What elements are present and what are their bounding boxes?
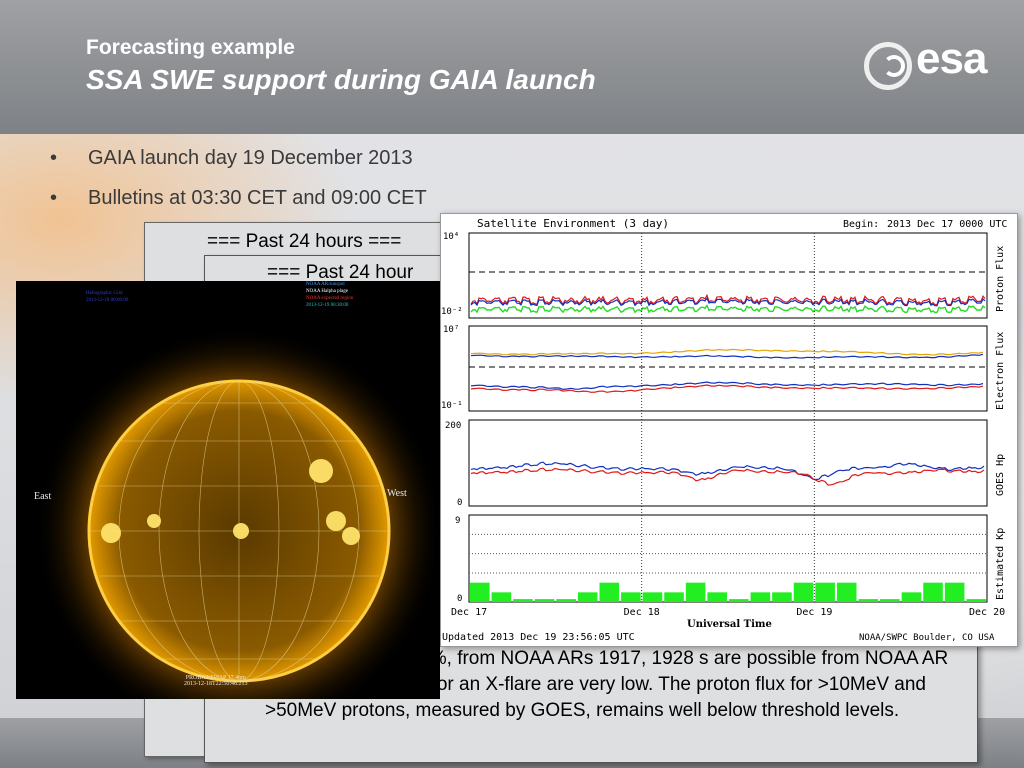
kp-bar — [923, 582, 943, 602]
sun-graphic — [34, 326, 440, 699]
legend-right-line: NOAA expected region — [306, 296, 354, 301]
esa-logo-text: esa — [916, 34, 987, 83]
slide-kicker: Forecasting example — [86, 36, 295, 59]
proton-series-blue — [470, 296, 986, 307]
plot-title: Satellite Environment (3 day) — [477, 217, 669, 230]
electron-series-blue-low — [470, 381, 984, 391]
electron-ymin: 10⁻¹ — [441, 401, 463, 411]
kp-bar — [707, 592, 727, 602]
esa-swirl-icon — [864, 42, 912, 90]
electron-series-blue-high — [470, 353, 984, 359]
x-ticks: Dec 17 Dec 18 Dec 19 Dec 20 — [451, 607, 1005, 618]
kp-bar — [621, 592, 641, 602]
hp-ymin: 0 — [457, 498, 462, 508]
kp-bar — [642, 592, 663, 602]
kp-bar — [772, 592, 792, 602]
bullet-item: • GAIA launch day 19 December 2013 — [50, 144, 427, 184]
proton-ylabel: Proton Flux — [995, 246, 1006, 312]
kp-bar — [534, 599, 555, 602]
kp-bar — [599, 582, 620, 602]
sun-legend-right: NOAA AR/sunspot NOAA Halpha plage NOAA e… — [306, 281, 353, 309]
legend-left-line: Heliographic Grid — [86, 291, 123, 296]
electron-series-orange — [470, 348, 984, 356]
kp-bar — [556, 599, 576, 602]
proton-ymax: 10⁴ — [443, 232, 459, 242]
kp-bar — [491, 592, 512, 602]
hp-ylabel: GOES Hp — [995, 454, 1006, 496]
kp-panel — [468, 514, 988, 603]
slide-header: Forecasting example SSA SWE support duri… — [0, 0, 1024, 134]
kp-ymax: 9 — [455, 516, 460, 526]
legend-right-line: 2013-12-19 00:30:00 — [306, 303, 349, 308]
sun-caption-line: PROBA2/SWAP 17.4nm — [185, 675, 246, 681]
kp-bar — [944, 582, 965, 602]
kp-bar — [901, 592, 922, 602]
plot-begin-label: Begin: — [843, 219, 879, 230]
kp-bars — [470, 582, 986, 602]
plot-source: NOAA/SWPC Boulder, CO USA — [859, 633, 995, 643]
kp-bar — [966, 599, 986, 602]
bullet-list: • GAIA launch day 19 December 2013 • Bulle… — [50, 144, 427, 224]
bullet-text: GAIA launch day 19 December 2013 — [88, 147, 413, 169]
sun-image: Heliographic Grid 2013-12-18 00:00:00 NO… — [16, 281, 440, 699]
bullet-icon: • — [50, 187, 58, 209]
kp-bar — [513, 599, 533, 602]
kp-bar — [815, 582, 835, 602]
east-label: East — [34, 491, 52, 502]
kp-bar — [729, 599, 749, 602]
electron-panel — [468, 325, 988, 412]
proton-ymin: 10⁻² — [441, 307, 463, 317]
plot-updated: Updated 2013 Dec 19 23:56:05 UTC — [442, 632, 635, 643]
esa-logo: esa — [864, 34, 1004, 96]
satellite-plot-svg: Satellite Environment (3 day) Begin: 201… — [441, 217, 1007, 643]
bullet-icon: • — [50, 147, 58, 169]
active-regions — [101, 459, 360, 545]
bulletin-back-header: === Past 24 hours === — [207, 231, 402, 252]
electron-ymax: 10⁷ — [443, 325, 459, 335]
legend-right-line: NOAA Halpha plage — [306, 289, 348, 294]
west-label: West — [387, 488, 407, 499]
kp-ymin: 0 — [457, 594, 462, 604]
electron-series-red — [470, 384, 984, 393]
kp-bar — [750, 592, 771, 602]
kp-bar — [836, 582, 857, 602]
plot-begin-value: 2013 Dec 17 0000 UTC — [887, 219, 1007, 230]
kp-bar — [664, 592, 684, 602]
kp-bar — [793, 582, 814, 602]
x-tick-label: Dec 18 — [624, 607, 660, 618]
kp-bar — [577, 592, 598, 602]
electron-ylabel: Electron Flux — [995, 332, 1006, 410]
kp-gridlines — [469, 533, 987, 574]
bulletin-front-header: === Past 24 hour — [267, 262, 414, 283]
x-tick-label: Dec 17 — [451, 607, 487, 618]
proton-series-red — [470, 293, 986, 306]
proton-series-green — [470, 304, 986, 314]
sun-caption-line: 2013-12-18T22:50:48.213 — [184, 681, 248, 687]
satellite-environment-plot: Satellite Environment (3 day) Begin: 201… — [440, 213, 1018, 647]
bullet-text: Bulletins at 03:30 CET and 09:00 CET — [88, 187, 427, 209]
hp-series-blue — [470, 461, 985, 481]
kp-bar — [858, 599, 879, 602]
hp-series-red — [470, 467, 985, 486]
hp-ymax: 200 — [445, 421, 461, 431]
kp-bar — [470, 582, 490, 602]
x-tick-label: Dec 20 — [969, 607, 1005, 618]
kp-ylabel: Estimated Kp — [995, 528, 1006, 600]
kp-bar — [685, 582, 706, 602]
bullet-item: • Bulletins at 03:30 CET and 09:00 CET — [50, 184, 427, 224]
legend-left-line: 2013-12-18 00:00:00 — [86, 298, 129, 303]
kp-bar — [880, 599, 900, 602]
proton-panel — [468, 232, 988, 319]
x-axis-label: Universal Time — [687, 619, 772, 630]
legend-right-line: NOAA AR/sunspot — [306, 282, 345, 287]
sun-caption: PROBA2/SWAP 17.4nm 2013-12-18T22:50:48.2… — [184, 675, 248, 687]
x-tick-label: Dec 19 — [796, 607, 832, 618]
sun-legend-left: Heliographic Grid 2013-12-18 00:00:00 — [86, 290, 128, 304]
slide-title: SSA SWE support during GAIA launch — [86, 64, 596, 95]
